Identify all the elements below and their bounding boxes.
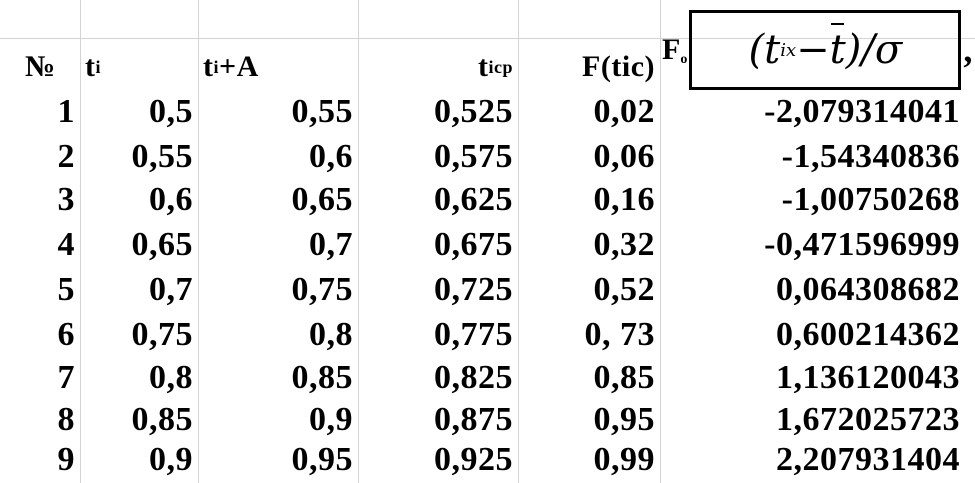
cell-ftic: 0,85	[593, 359, 655, 396]
formula-close: )/σ	[845, 27, 903, 73]
cell-ti-plus-a: 0,8	[309, 316, 353, 353]
cell-ticp: 0,575	[434, 138, 513, 175]
gridline	[0, 38, 975, 39]
cell-fo: 0,064308682	[776, 271, 960, 308]
cell-fo: 2,207931404	[776, 441, 960, 478]
header-formula: Fo (t ix − t)/σ ,	[662, 8, 975, 92]
formula-bracket: (t ix − t)/σ	[689, 10, 962, 90]
cell-ftic: 0,52	[593, 271, 655, 308]
cell-number: 9	[57, 441, 75, 478]
cell-ti-plus-a: 0,9	[309, 401, 353, 438]
cell-ti: 0,65	[131, 226, 193, 263]
header-ticp-base: t	[477, 50, 489, 83]
cell-number: 8	[57, 401, 75, 438]
cell-fo: -1,54340836	[781, 138, 960, 175]
cell-number: 5	[57, 271, 75, 308]
cell-fo: -2,079314041	[764, 93, 960, 130]
cell-ti-plus-a: 0,95	[291, 441, 353, 478]
header-tia-base: t	[203, 50, 214, 83]
cell-ticp: 0,825	[434, 359, 513, 396]
cell-ticp: 0,925	[434, 441, 513, 478]
formula-open: (t	[748, 27, 781, 73]
header-ftic-text: F(tic)	[582, 50, 655, 83]
header-number: №	[20, 46, 80, 88]
header-ti-plus-a: t i +A	[203, 50, 259, 83]
formula-f-base: F	[662, 33, 681, 66]
gridline	[358, 0, 359, 483]
cell-ti-plus-a: 0,75	[291, 271, 353, 308]
gridline	[518, 0, 519, 483]
cell-ftic: 0, 73	[584, 316, 655, 353]
header-ftic: F(tic)	[518, 46, 660, 88]
cell-ftic: 0,99	[593, 441, 655, 478]
cell-ticp: 0,875	[434, 401, 513, 438]
gridline	[80, 0, 81, 483]
cell-ti: 0,85	[131, 401, 193, 438]
cell-number: 4	[57, 226, 75, 263]
cell-ftic: 0,32	[593, 226, 655, 263]
cell-ti-plus-a: 0,65	[291, 181, 353, 218]
cell-number: 6	[57, 316, 75, 353]
cell-fo: 1,672025723	[776, 401, 960, 438]
cell-fo: -1,00750268	[781, 181, 960, 218]
cell-fo: 1,136120043	[776, 359, 960, 396]
cell-ti: 0,7	[149, 271, 193, 308]
cell-ticp: 0,525	[434, 93, 513, 130]
cell-ti-plus-a: 0,85	[291, 359, 353, 396]
cell-ftic: 0,06	[593, 138, 655, 175]
cell-ti: 0,75	[131, 316, 193, 353]
gridline	[198, 0, 199, 483]
cell-ftic: 0,95	[593, 401, 655, 438]
formula-minus: −	[796, 27, 830, 73]
formula-tbar: t	[829, 23, 846, 73]
cell-fo: -0,471596999	[764, 226, 960, 263]
cell-ti: 0,5	[149, 93, 193, 130]
cell-number: 2	[57, 138, 75, 175]
cell-number: 1	[57, 93, 75, 130]
formula-f: Fo	[662, 33, 687, 67]
cell-ti-plus-a: 0,6	[309, 138, 353, 175]
cell-ti-plus-a: 0,7	[309, 226, 353, 263]
header-ti-base: t	[85, 50, 96, 83]
header-ticp: t icp	[477, 50, 513, 83]
cell-ticp: 0,775	[434, 316, 513, 353]
cell-ftic: 0,02	[593, 93, 655, 130]
cell-ticp: 0,725	[434, 271, 513, 308]
cell-number: 3	[57, 181, 75, 218]
cell-ti: 0,55	[131, 138, 193, 175]
header-tia-rest: +A	[219, 50, 259, 83]
cell-ticp: 0,625	[434, 181, 513, 218]
formula-comma: ,	[963, 30, 973, 70]
cell-ftic: 0,16	[593, 181, 655, 218]
formula-f-sub: o	[680, 52, 688, 67]
cell-number: 7	[57, 359, 75, 396]
formula-sub: ix	[780, 39, 797, 61]
header-number-text: №	[25, 50, 56, 83]
cell-ticp: 0,675	[434, 226, 513, 263]
cell-fo: 0,600214362	[776, 316, 960, 353]
cell-ti: 0,9	[149, 441, 193, 478]
cell-ti: 0,8	[149, 359, 193, 396]
cell-ti: 0,6	[149, 181, 193, 218]
cell-ti-plus-a: 0,55	[291, 93, 353, 130]
gridline	[660, 0, 661, 483]
